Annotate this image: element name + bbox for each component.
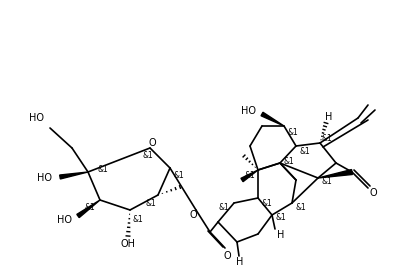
Text: O: O (369, 188, 377, 198)
Text: HO: HO (241, 106, 256, 116)
Text: &1: &1 (287, 128, 298, 136)
Text: &1: &1 (145, 198, 156, 207)
Text: &1: &1 (218, 203, 229, 212)
Polygon shape (261, 112, 284, 126)
Polygon shape (241, 170, 258, 182)
Text: HO: HO (57, 215, 72, 225)
Text: &1: &1 (322, 133, 333, 143)
Text: &1: &1 (275, 212, 286, 222)
Text: &1: &1 (299, 147, 310, 155)
Text: &1: &1 (244, 170, 255, 180)
Text: H: H (277, 230, 284, 240)
Text: HO: HO (29, 113, 44, 123)
Text: &1: &1 (173, 172, 184, 180)
Text: &1: &1 (295, 203, 306, 212)
Text: &1: &1 (261, 198, 272, 207)
Text: HO: HO (37, 173, 52, 183)
Polygon shape (77, 200, 100, 218)
Polygon shape (318, 170, 352, 178)
Text: O: O (223, 251, 231, 261)
Text: O: O (189, 210, 197, 220)
Text: O: O (148, 138, 156, 148)
Polygon shape (60, 172, 88, 179)
Text: &1: &1 (97, 165, 108, 175)
Text: &1: &1 (283, 157, 294, 165)
Text: &1: &1 (142, 152, 153, 160)
Text: &1: &1 (321, 177, 332, 187)
Text: OH: OH (120, 239, 136, 249)
Text: H: H (236, 257, 244, 267)
Text: &1: &1 (84, 203, 95, 212)
Text: H: H (325, 112, 333, 122)
Text: &1: &1 (132, 215, 143, 224)
